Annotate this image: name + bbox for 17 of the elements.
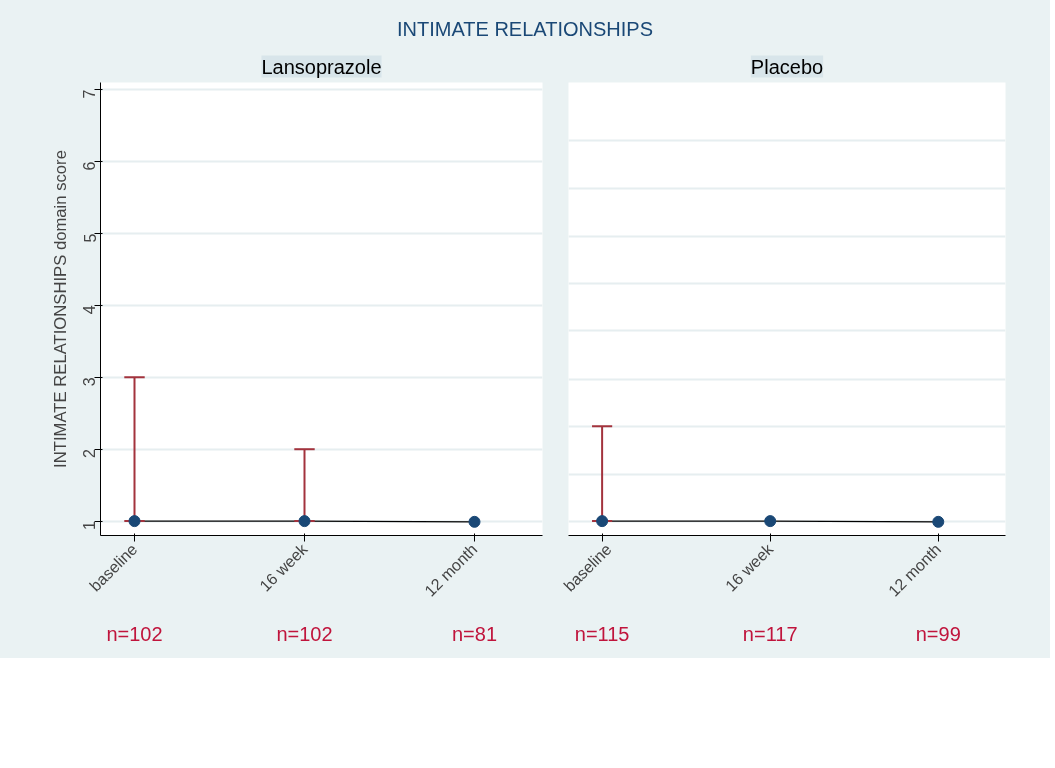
- y-tick-label: 6: [81, 161, 99, 171]
- chart-title: Lansoprazole: [261, 55, 382, 78]
- text: INTIMATE RELATIONSHIPS: [397, 17, 653, 42]
- y-tick-label: 2: [81, 449, 99, 459]
- chart-title: Placebo: [750, 55, 824, 78]
- y-axis-title: INTIMATE RELATIONSHIPS domain score: [50, 150, 70, 468]
- y-tick-label: 5: [81, 233, 99, 243]
- y-tick-label: 7: [81, 89, 99, 99]
- text: n=115: [574, 622, 630, 645]
- y-tick-label: 4: [81, 305, 99, 315]
- text: n=81: [451, 622, 498, 645]
- text: n=99: [915, 622, 961, 645]
- text: n=117: [742, 622, 798, 645]
- text: n=102: [106, 622, 163, 645]
- y-tick-label: 1: [81, 521, 99, 531]
- y-tick-label: 3: [81, 377, 99, 387]
- text: n=102: [276, 622, 333, 645]
